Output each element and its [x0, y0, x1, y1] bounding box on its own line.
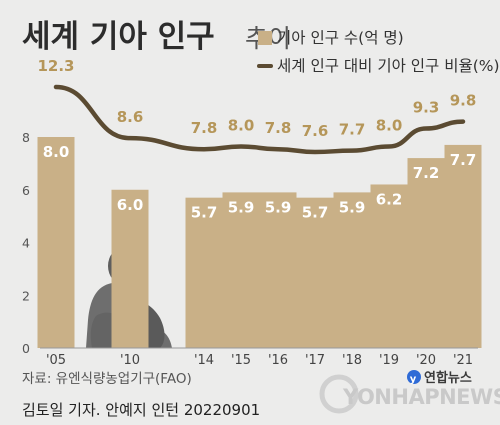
logo-name: 연합뉴스	[424, 370, 472, 386]
ratio-line	[53, 84, 466, 155]
line-value-label: 9.3	[413, 98, 440, 116]
bar-value-label: 5.9	[339, 198, 366, 216]
x-tick-label: '10	[120, 353, 140, 368]
line-value-label: 8.0	[376, 116, 403, 134]
bar	[259, 192, 297, 348]
line-value-label: 7.7	[339, 121, 366, 139]
bar	[370, 184, 408, 348]
source-note: 자료: 유엔식량농업기구(FAO)	[22, 371, 192, 387]
logo-dot-icon	[407, 370, 421, 384]
bar	[407, 158, 445, 348]
chart-title: 세계 기아 인구	[22, 19, 215, 55]
line-value-label: 12.3	[37, 57, 74, 75]
x-tick-label: '21	[453, 353, 473, 368]
bar-series	[37, 137, 482, 348]
y-tick-label: 8	[22, 130, 30, 145]
line-value-label: 7.8	[191, 119, 218, 137]
y-axis: 0 2 4 6 8	[22, 130, 30, 356]
line-value-label: 7.6	[302, 122, 329, 140]
logo-y-glyph: y	[410, 374, 417, 385]
bar-value-label: 5.7	[302, 204, 329, 222]
x-tick-label: '20	[416, 353, 436, 368]
logo-ring-icon	[319, 374, 359, 414]
bar	[333, 192, 371, 348]
bar-value-label: 5.7	[191, 204, 218, 222]
x-tick-label: '18	[342, 353, 362, 368]
legend-bar-label: 기아 인구 수(억 명)	[277, 29, 404, 47]
legend-line-swatch	[257, 64, 273, 68]
bar-labels: 8.0 6.0 5.7 5.9 5.9 5.7 5.9 6.2 7.2 7.7	[43, 143, 477, 222]
legend-bar-swatch	[258, 31, 272, 45]
legend-line-label: 세계 인구 대비 기아 인구 비율(%)	[277, 57, 500, 75]
x-tick-label: '16	[268, 353, 288, 368]
line-value-label: 7.8	[265, 119, 292, 137]
yonhap-logo: y 연합뉴스 YONHAPNEWS	[319, 370, 500, 414]
bar-value-label: 6.0	[117, 196, 144, 214]
y-tick-label: 4	[22, 236, 30, 251]
bar	[444, 144, 482, 348]
line-value-label: 9.8	[450, 92, 477, 110]
line-value-label: 8.0	[228, 116, 255, 134]
y-tick-label: 0	[22, 341, 30, 356]
legend: 기아 인구 수(억 명) 세계 인구 대비 기아 인구 비율(%)	[257, 29, 500, 75]
y-tick-label: 2	[22, 288, 30, 303]
bar-value-label: 5.9	[228, 198, 255, 216]
x-tick-label: '14	[194, 353, 214, 368]
bar-value-label: 6.2	[376, 190, 403, 208]
x-tick-label: '19	[379, 353, 399, 368]
bar	[111, 189, 149, 348]
bar-value-label: 7.7	[450, 151, 477, 169]
credit-line: 김토일 기자. 안예지 인턴 20220901	[22, 401, 260, 419]
line-labels: 12.3 8.6 7.8 8.0 7.8 7.6 7.7 8.0 9.3 9.8	[37, 57, 476, 140]
x-tick-label: '15	[231, 353, 251, 368]
bar	[296, 197, 334, 348]
bar	[37, 137, 75, 348]
bar-value-label: 7.2	[413, 164, 440, 182]
line-value-label: 8.6	[117, 108, 144, 126]
bar-value-label: 5.9	[265, 198, 292, 216]
y-tick-label: 6	[22, 183, 30, 198]
bar	[222, 192, 260, 348]
bar-value-label: 8.0	[43, 143, 70, 161]
x-tick-label: '05	[46, 353, 66, 368]
x-tick-label: '17	[305, 353, 325, 368]
logo-brand: YONHAPNEWS	[342, 385, 500, 409]
bar	[185, 197, 223, 348]
x-axis: '05 '10 '14 '15 '16 '17 '18 '19 '20 '21	[46, 353, 473, 368]
